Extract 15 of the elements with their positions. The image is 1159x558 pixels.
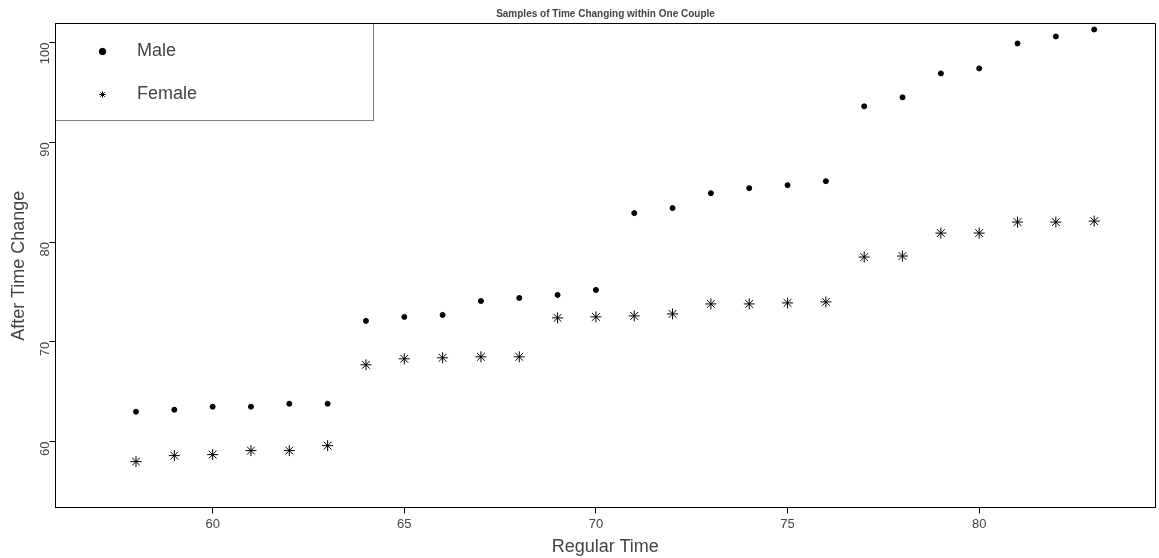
legend-label: Female	[137, 83, 199, 104]
chart-title: Samples of Time Changing within One Couple	[496, 7, 716, 19]
x-tick-label: 80	[971, 515, 987, 531]
x-tick-label: 75	[780, 515, 795, 531]
y-tick-label: 90	[37, 142, 52, 157]
x-tick-label: 70	[588, 515, 604, 531]
y-tick-label: 60	[37, 441, 52, 457]
y-tick-label: 70	[37, 341, 52, 357]
y-tick-label: 100	[37, 42, 52, 65]
y-axis-title: After Time Change	[7, 190, 28, 341]
x-axis-title: Regular Time	[551, 535, 659, 556]
y-tick-label: 80	[37, 242, 52, 257]
x-tick-label: 65	[397, 515, 412, 531]
x-tick-label: 60	[205, 515, 220, 531]
legend-label: Male	[137, 40, 177, 61]
